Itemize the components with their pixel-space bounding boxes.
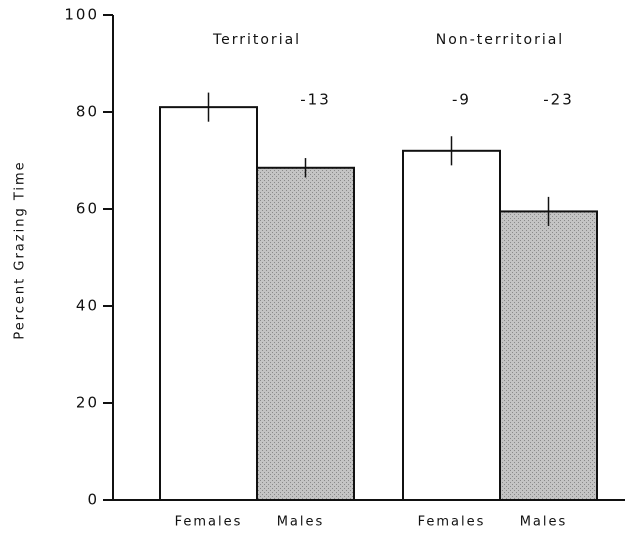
x-tick-label: Females [418,515,486,530]
x-tick-label: Males [277,515,325,530]
bar [256,166,355,501]
y-tick-label: 20 [76,394,99,412]
y-tick-label: 40 [76,297,99,315]
y-tick-label: 60 [76,200,99,218]
group-label: Territorial [212,32,301,48]
x-tick-label: Females [175,515,243,530]
x-tick-label: Males [520,515,568,530]
annotation: -23 [543,91,574,109]
bar [499,210,598,502]
y-axis-label: Percent Grazing Time [13,160,28,339]
y-tick-label: 0 [87,491,99,509]
y-tick-label: 80 [76,103,99,121]
bar [402,149,501,502]
y-tick-label: 100 [64,6,99,24]
bar [159,106,258,502]
group-label: Non-territorial [436,32,564,48]
annotation: -13 [300,91,331,109]
annotation: -9 [452,91,471,109]
